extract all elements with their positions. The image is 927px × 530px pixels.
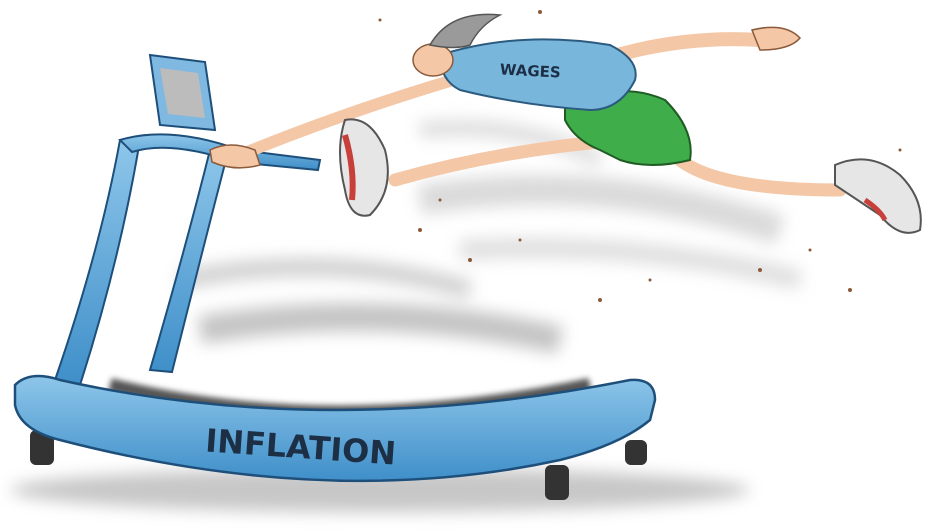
head [413,44,453,76]
treadmill-foot [545,465,569,500]
cartoon: INFLATION WAGES [0,0,927,530]
hand [210,145,260,168]
page: INFLATION WAGES (() => { const data = JS… [0,0,927,530]
shirt-label: WAGES [499,60,561,81]
treadmill-foot [625,440,647,465]
